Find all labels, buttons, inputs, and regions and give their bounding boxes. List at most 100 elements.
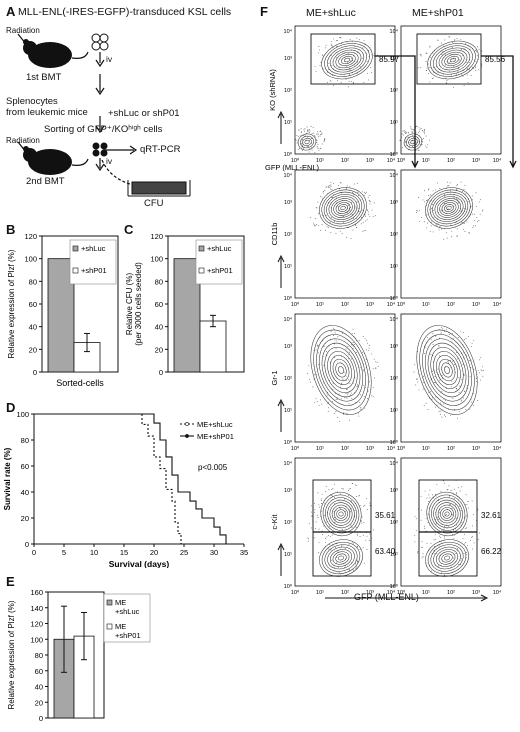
event-dot <box>351 214 353 216</box>
event-dot <box>482 366 483 368</box>
event-dot <box>433 216 435 218</box>
event-dot <box>478 48 480 50</box>
y-tick-label: 10³ <box>390 344 398 350</box>
event-dot <box>330 43 332 45</box>
event-dot <box>366 509 368 511</box>
event-dot <box>315 70 317 72</box>
event-dot <box>440 490 442 492</box>
event-dot <box>371 395 373 397</box>
event-dot <box>330 185 332 187</box>
event-dot <box>347 379 349 381</box>
y-tick-label: 10⁴ <box>390 172 399 179</box>
event-dot <box>340 82 342 84</box>
event-dot <box>362 547 364 549</box>
density-contour <box>335 553 347 563</box>
event-dot <box>349 569 351 571</box>
event-dot <box>316 133 317 135</box>
event-dot <box>479 372 480 374</box>
event-dot <box>354 510 356 512</box>
event-dot <box>453 66 455 68</box>
event-dot <box>449 182 451 184</box>
event-dot <box>424 527 426 529</box>
mouse-icon-2 <box>23 146 89 175</box>
event-dot <box>477 400 479 402</box>
event-dot <box>356 566 358 568</box>
event-dot <box>322 55 324 57</box>
event-dot <box>340 398 342 400</box>
event-dot <box>434 538 436 540</box>
event-dot <box>480 357 482 359</box>
event-dot <box>356 201 358 203</box>
density-contour <box>444 511 450 517</box>
event-dot <box>377 365 379 367</box>
event-dot <box>472 548 474 550</box>
event-dot <box>327 391 329 393</box>
event-dot <box>355 224 357 226</box>
event-dot <box>299 147 300 149</box>
event-dot <box>318 46 320 47</box>
event-dot <box>454 39 456 41</box>
row-axis-label: KO (shRNA) <box>268 69 277 111</box>
event-dot <box>296 142 298 144</box>
y-tick-label: 10³ <box>284 344 292 350</box>
event-dot <box>422 199 424 201</box>
x-tick-label: 10⁰ <box>291 445 300 452</box>
event-dot <box>327 394 329 396</box>
y-tick-label: 10⁴ <box>390 460 399 467</box>
event-dot <box>420 54 422 56</box>
density-contour <box>444 53 462 67</box>
y-tick-label: 10¹ <box>390 408 398 414</box>
event-dot <box>357 534 359 536</box>
event-dot <box>451 74 453 76</box>
event-dot <box>367 79 369 81</box>
x-tick-label: 10¹ <box>422 302 430 308</box>
event-dot <box>356 73 358 74</box>
event-dot <box>355 484 357 486</box>
event-dot <box>323 345 325 347</box>
event-dot <box>348 494 350 496</box>
density-contour <box>427 342 467 398</box>
event-dot <box>482 376 484 378</box>
y-tick-label: 10⁰ <box>390 583 399 590</box>
p-value-annotation: p<0.005 <box>198 463 228 472</box>
event-dot <box>452 534 453 535</box>
density-contour <box>425 187 473 229</box>
y-tick-label: 0 <box>159 368 163 377</box>
x-tick-label: 10² <box>341 446 349 452</box>
event-dot <box>329 544 331 545</box>
y-tick-label: 10² <box>390 88 398 94</box>
event-dot <box>465 504 467 506</box>
event-dot <box>368 50 370 51</box>
event-dot <box>308 365 310 367</box>
event-dot <box>322 533 324 535</box>
event-dot <box>336 556 338 558</box>
event-dot <box>346 65 348 67</box>
event-dot <box>475 206 477 207</box>
event-dot <box>317 134 319 136</box>
event-dot <box>418 220 420 222</box>
event-dot <box>356 386 358 388</box>
event-dot <box>325 229 327 231</box>
event-dot <box>440 209 442 211</box>
event-dot <box>456 228 458 230</box>
event-dot <box>301 131 302 133</box>
event-dot <box>361 57 363 59</box>
density-contour <box>325 497 357 531</box>
event-dot <box>363 82 365 83</box>
event-dot <box>470 75 472 76</box>
event-dot <box>363 505 365 507</box>
density-contour <box>430 43 476 77</box>
event-dot <box>457 201 459 203</box>
event-dot <box>428 73 430 75</box>
event-dot <box>469 232 471 234</box>
event-dot <box>437 223 439 225</box>
event-dot <box>433 67 435 69</box>
event-dot <box>466 553 468 555</box>
event-dot <box>410 127 412 129</box>
event-dot <box>464 527 466 529</box>
event-dot <box>454 408 456 410</box>
event-dot <box>307 129 308 131</box>
gate-percentage: 85.56 <box>485 55 506 64</box>
event-dot <box>331 559 333 561</box>
event-dot <box>314 218 316 219</box>
